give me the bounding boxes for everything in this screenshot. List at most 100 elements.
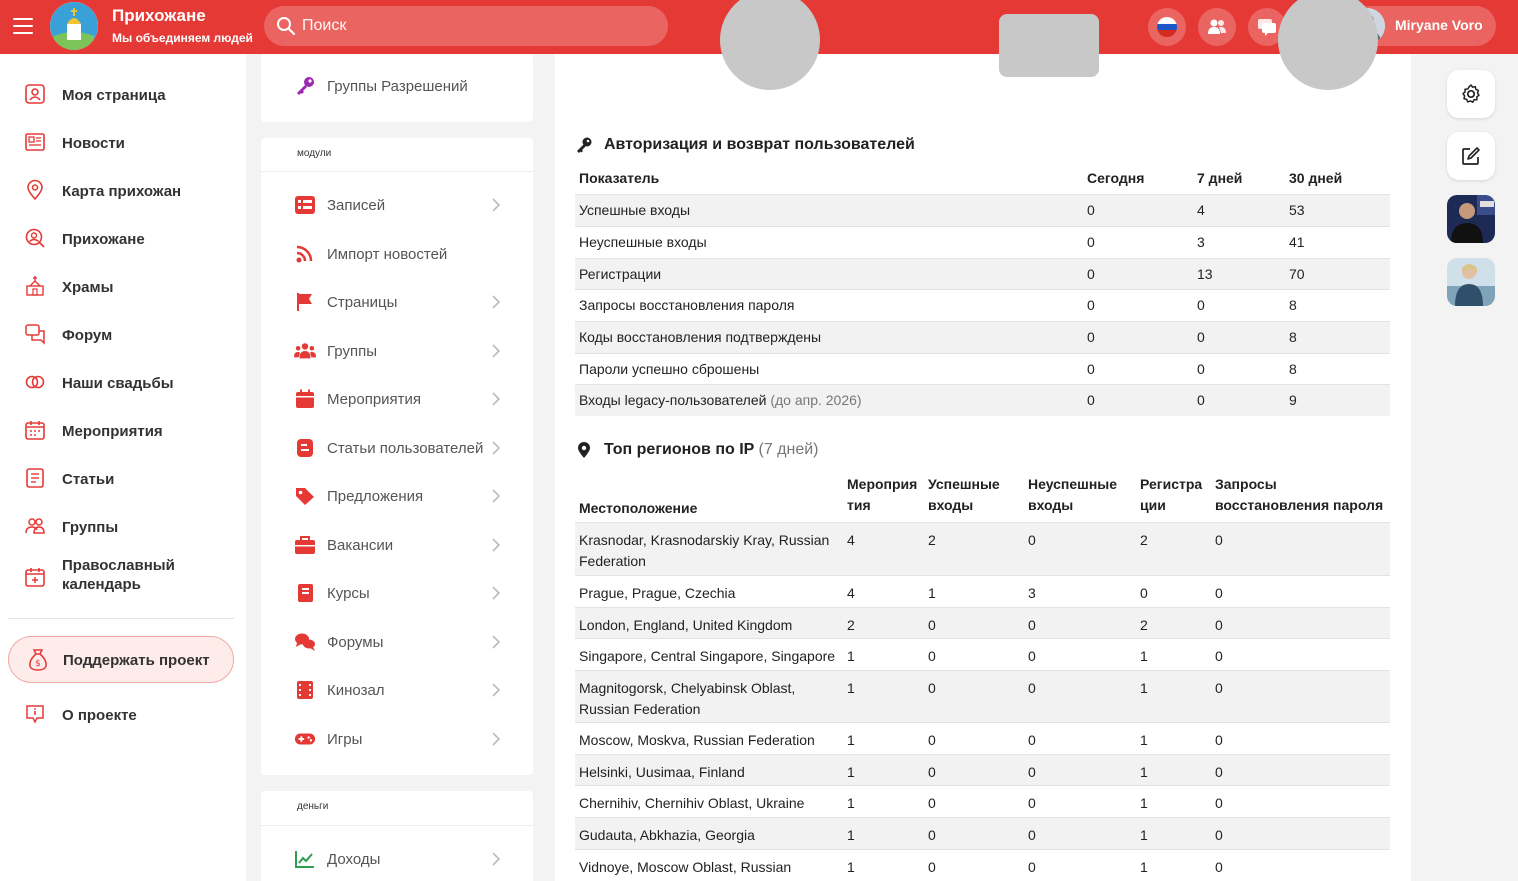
key-icon [577,137,592,153]
table-row: Prague, Prague, Czechia 4 1 3 0 0 [575,575,1390,608]
nav-news[interactable]: Новости [0,122,246,162]
nav-map[interactable]: Карта прихожан [0,170,246,210]
nav-forum[interactable]: Форум [0,314,246,354]
value-7d: 3 [1197,233,1205,250]
module-records[interactable]: Записей [261,185,533,225]
value-30d: 41 [1289,233,1305,250]
rings-icon [25,375,45,389]
value-resets: 0 [1211,670,1390,723]
module-events[interactable]: Мероприятия [261,379,533,419]
money-title: деньги [297,801,329,812]
regions-table: Местоположение Мероприя тия Успешные вхо… [575,474,1390,881]
money-card: деньги Доходы [261,791,533,881]
nav-label: О проекте [62,707,137,724]
module-forums[interactable]: Форумы [261,622,533,662]
chevron-right-icon [492,852,501,866]
value-events: 1 [843,817,924,850]
value-resets: 0 [1211,754,1390,786]
film-icon [297,681,313,699]
value-registrations: 0 [1140,585,1148,601]
menu-icon[interactable] [13,18,33,34]
document-icon [26,468,44,488]
value-fail: 0 [1028,859,1036,875]
permissions-groups-link[interactable]: Группы Разрешений [261,66,533,106]
nav-groups[interactable]: Группы [0,506,246,546]
module-games[interactable]: Игры [261,719,533,759]
user-square-icon [25,84,45,104]
modules-card: модули Записей Импорт новостей Страницы … [261,138,533,775]
language-button[interactable] [1148,8,1186,46]
metric-label: Запросы восстановления пароля [579,296,795,313]
value-fail: 0 [1024,754,1136,786]
money-label: Доходы [327,851,381,868]
search-box[interactable] [264,6,668,46]
edit-button[interactable] [1447,132,1495,180]
blog-icon [297,439,313,457]
module-pages[interactable]: Страницы [261,282,533,322]
settings-button[interactable] [1447,70,1495,118]
briefcase-icon [295,536,315,554]
module-label: Статьи пользователей [327,440,484,457]
value-fail: 0 [1028,795,1036,811]
nav-events[interactable]: Мероприятия [0,410,246,450]
support-project-button[interactable]: $ Поддержать проект [8,636,234,683]
value-fail: 0 [1028,648,1036,664]
nav-orthodox-calendar[interactable]: Православный календарь [0,554,246,602]
nav-label: Статьи [62,471,115,488]
module-user-articles[interactable]: Статьи пользователей [261,428,533,468]
nav-about[interactable]: О проекте [0,694,246,734]
metric-label: Неуспешные входы [579,233,707,250]
contact-avatar[interactable] [1447,258,1495,306]
nav-my-page[interactable]: Моя страница [0,74,246,114]
value-resets: 0 [1211,522,1390,576]
friends-button[interactable] [1198,8,1236,46]
module-vacancies[interactable]: Вакансии [261,525,533,565]
nav-parishioners[interactable]: Прихожане [0,218,246,258]
search-input[interactable] [302,6,657,46]
value-7d: 13 [1193,258,1285,289]
tag-icon [296,488,314,505]
nav-temples[interactable]: Храмы [0,266,246,306]
main-panel: Авторизация и возврат пользователей Пока… [555,0,1411,881]
chart-line-icon [295,851,314,868]
forum-icon [25,324,45,345]
calendar-icon [296,389,314,408]
money-income[interactable]: Доходы [261,839,533,879]
contact-avatar[interactable] [1447,195,1495,243]
module-news-import[interactable]: Импорт новостей [261,234,533,274]
value-today: 0 [1087,360,1095,377]
value-resets: 0 [1211,607,1390,639]
module-label: Вакансии [327,537,394,554]
metric-label: Пароли успешно сброшены [579,360,760,377]
right-rail [1426,54,1518,881]
module-cinema[interactable]: Кинозал [261,670,533,710]
module-offers[interactable]: Предложения [261,476,533,516]
location-cell: Singapore, Central Singapore, Singapore [579,648,836,664]
column-header: 30 дней [1289,169,1343,186]
nav-weddings[interactable]: Наши свадьбы [0,362,246,402]
value-registrations: 1 [1136,670,1211,723]
chat-icon [295,633,315,651]
value-success: 0 [928,648,936,664]
nav-articles[interactable]: Статьи [0,458,246,498]
module-courses[interactable]: Курсы [261,573,533,613]
table-row: Krasnodar, Krasnodarskiy Kray, Russian F… [575,522,1390,576]
info-icon [26,705,44,724]
key-icon [297,77,314,95]
value-registrations: 1 [1140,732,1148,748]
module-label: Мероприятия [327,391,422,408]
brand-title[interactable]: Прихожане [112,6,206,25]
value-fail: 3 [1028,585,1036,601]
value-7d: 0 [1193,384,1285,416]
divider [261,171,533,172]
russia-flag-icon [1157,17,1177,37]
value-events: 1 [843,754,924,786]
value-success: 0 [928,732,936,748]
chevron-right-icon [492,441,501,455]
table-row: Gudauta, Abkhazia, Georgia 1 0 0 1 0 [575,817,1390,850]
module-groups[interactable]: Группы [261,331,533,371]
value-resets: 0 [1215,795,1223,811]
location-cell: Helsinki, Uusimaa, Finland [575,754,843,786]
nav-label: Мероприятия [62,423,163,440]
site-logo[interactable] [50,2,98,50]
